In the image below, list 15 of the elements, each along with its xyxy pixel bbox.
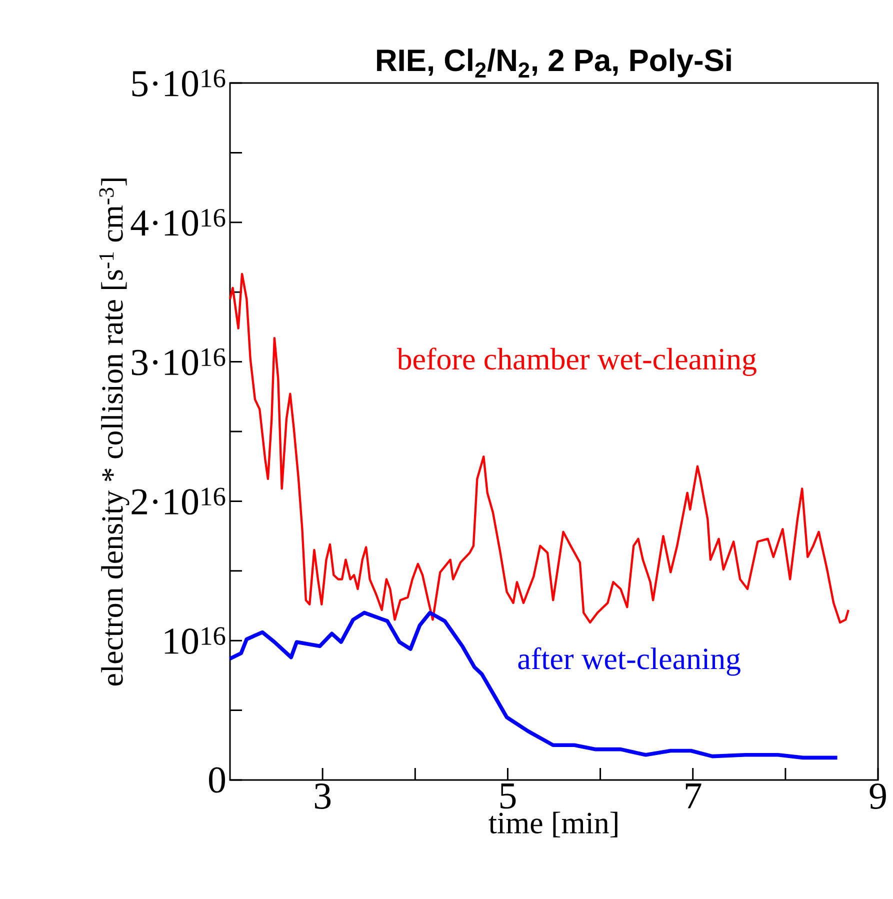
x-tick-label: 3: [314, 784, 331, 809]
y-tick-label: 2·10$^{16}$: [132, 488, 226, 515]
x-axis-title: time [min]: [488, 812, 618, 838]
series-label: after wet-cleaning: [518, 647, 740, 676]
y-tick-label: 5·10$^{16}$: [132, 70, 226, 96]
y-tick-label: 3·10$^{16}$: [132, 348, 226, 376]
y-tick-label: 10$^{16}$: [164, 627, 226, 654]
y-axis-title: electron density * collision rate [s$^{-1}$ cm$^{-3}$]: [99, 178, 130, 686]
x-tick-label: 7: [686, 784, 702, 808]
y-tick-label: 0: [208, 767, 226, 793]
chart-title: RIE, Cl$_{2}$/N$_{2}$, 2 Pa, Poly-Si: [377, 48, 731, 78]
x-tick-label: 5: [500, 784, 516, 809]
x-tick-label: 9: [870, 784, 886, 809]
y-tick-label: 4·10$^{16}$: [130, 208, 226, 236]
text: before chamber wet-cleaning: [396, 348, 756, 376]
